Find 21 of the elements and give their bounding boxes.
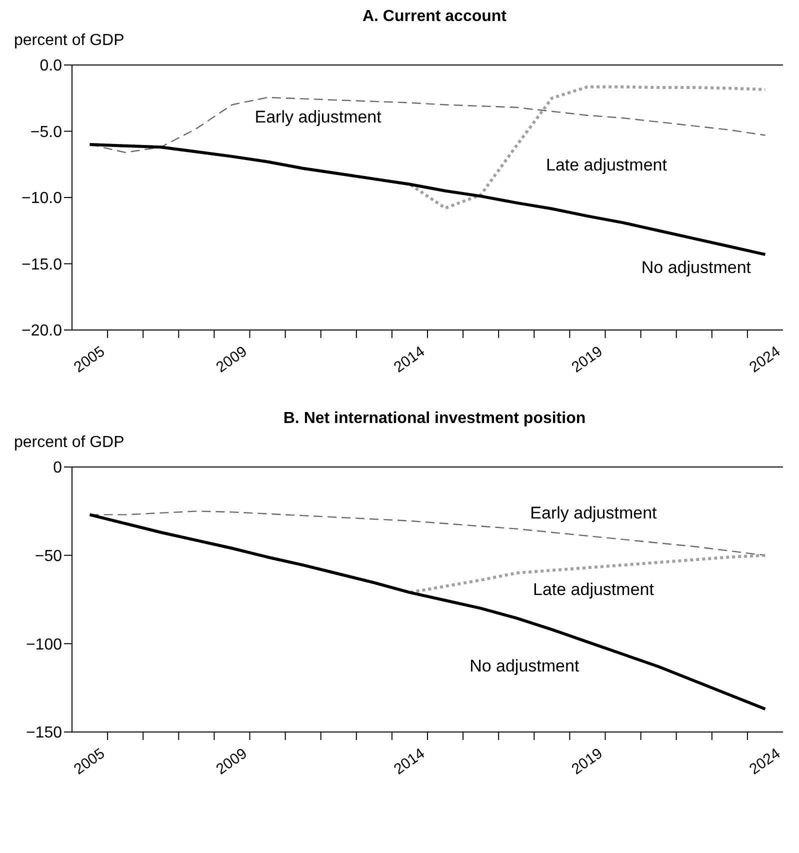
y-tick-label: −100 (26, 636, 62, 654)
y-tick-label: −20.0 (22, 322, 62, 340)
series-label: Early adjustment (530, 503, 658, 522)
series-label: Late adjustment (546, 155, 668, 174)
series-label: No adjustment (470, 656, 580, 676)
y-tick-label: −150 (26, 724, 62, 742)
y-axis-title: percent of GDP (14, 434, 126, 452)
y-tick-label: −5.0 (30, 124, 62, 141)
y-tick-label: −50 (34, 548, 62, 566)
y-axis-title: percent of GDP (14, 32, 126, 50)
series-label: Late adjustment (532, 580, 654, 600)
series-label: Early adjustment (254, 107, 382, 126)
y-tick-label: 0 (53, 460, 62, 477)
y-tick-label: −15.0 (22, 256, 62, 274)
chart-title: B. Net international investment position (282, 410, 587, 428)
series-label: No adjustment (641, 258, 752, 277)
y-tick-label: −10.0 (22, 190, 62, 208)
line-series (88, 143, 767, 256)
line-series (89, 96, 766, 154)
chart-title: A. Current account (361, 8, 508, 26)
y-tick-label: 0.0 (40, 58, 62, 75)
